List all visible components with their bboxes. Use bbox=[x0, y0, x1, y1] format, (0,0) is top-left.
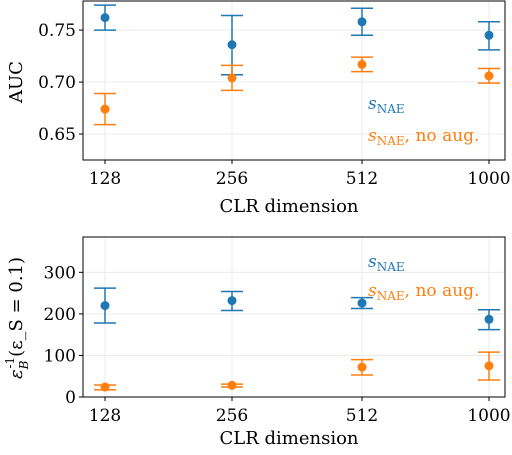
data-point bbox=[484, 314, 494, 324]
y-label-rest: (ε_S = 0.1) bbox=[6, 257, 27, 357]
data-point bbox=[100, 382, 110, 392]
data-point bbox=[227, 380, 237, 390]
data-point bbox=[227, 40, 237, 50]
legend-symbol: s bbox=[368, 252, 377, 272]
data-point bbox=[484, 361, 494, 371]
y-label-sup: -1 bbox=[3, 357, 17, 369]
series-nae bbox=[94, 4, 500, 76]
data-point bbox=[357, 298, 367, 308]
x-tick-label: 512 bbox=[346, 406, 378, 426]
x-tick-label: 256 bbox=[216, 169, 248, 189]
plot-frame bbox=[82, 236, 506, 398]
data-point bbox=[227, 296, 237, 306]
data-point bbox=[484, 30, 494, 40]
legend-symbol: s bbox=[368, 126, 377, 146]
y-tick-label: 200 bbox=[44, 305, 76, 325]
y-tick-label: 0.70 bbox=[38, 73, 76, 93]
legend-suffix: , no aug. bbox=[405, 126, 480, 146]
data-point bbox=[100, 104, 110, 114]
data-point bbox=[357, 17, 367, 27]
y-axis-label: AUC bbox=[6, 61, 27, 104]
legend-subscript: NAE bbox=[377, 289, 405, 303]
data-point bbox=[100, 301, 110, 311]
x-tick-label: 128 bbox=[89, 169, 121, 189]
data-point bbox=[357, 362, 367, 372]
x-tick-label: 256 bbox=[216, 406, 248, 426]
y-tick-label: 300 bbox=[44, 263, 76, 283]
x-axis-label: CLR dimension bbox=[219, 428, 358, 449]
y-tick-label: 0 bbox=[65, 388, 76, 408]
x-tick-label: 512 bbox=[346, 169, 378, 189]
x-axis-label: CLR dimension bbox=[219, 196, 358, 217]
panel-rejection: 128 256 512 1000 0 100 200 300 CLR dimension εB-1… bbox=[3, 236, 511, 449]
legend-subscript: NAE bbox=[377, 134, 405, 148]
y-tick-label: 100 bbox=[44, 346, 76, 366]
y-label-base: ε bbox=[6, 369, 27, 379]
legend-subscript: NAE bbox=[377, 102, 405, 116]
legend-suffix: , no aug. bbox=[405, 281, 480, 301]
series-nae-no-aug bbox=[94, 56, 500, 126]
legend-entry: sNAE bbox=[368, 94, 405, 116]
data-point bbox=[484, 71, 494, 81]
panel-auc: 128 256 512 1000 0.65 0.70 0.75 CLR dimension AU… bbox=[6, 0, 511, 217]
plot-frame bbox=[82, 0, 506, 161]
y-label-sub: B bbox=[17, 360, 31, 370]
y-tick-label: 0.65 bbox=[38, 125, 76, 145]
y-tick-label: 0.75 bbox=[38, 21, 76, 41]
legend-entry: sNAE, no aug. bbox=[368, 126, 479, 148]
series-nae bbox=[94, 287, 500, 331]
legend-subscript: NAE bbox=[377, 260, 405, 274]
data-point bbox=[227, 73, 237, 83]
legend-symbol: s bbox=[368, 94, 377, 114]
y-axis-label: εB-1(ε_S = 0.1) bbox=[3, 257, 31, 379]
data-point bbox=[357, 59, 367, 69]
legend-entry: sNAE bbox=[368, 252, 405, 274]
x-tick-label: 1000 bbox=[467, 406, 510, 426]
legend-symbol: s bbox=[368, 281, 377, 301]
x-tick-label: 128 bbox=[89, 406, 121, 426]
series-nae-no-aug bbox=[94, 351, 500, 392]
x-tick-label: 1000 bbox=[467, 169, 510, 189]
legend-entry: sNAE, no aug. bbox=[368, 281, 479, 303]
data-point bbox=[100, 13, 110, 23]
